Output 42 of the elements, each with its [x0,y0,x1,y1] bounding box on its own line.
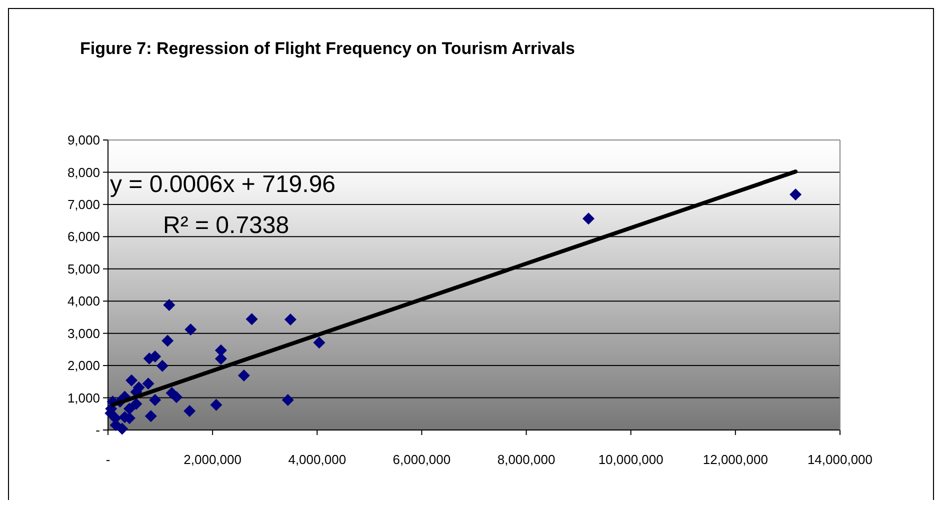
x-tick-label: 2,000,000 [184,452,242,467]
annotation: R² = 0.7338 [163,212,290,239]
point [144,410,157,422]
point [313,336,326,349]
point [184,323,197,336]
point [162,334,174,347]
point [184,404,196,417]
point [246,313,258,326]
y-tick-label: 4,000 [67,294,100,309]
point [123,402,136,415]
y-tick-label: 2,000 [67,358,100,374]
x-tick-label: 6,000,000 [392,452,451,467]
x-tick-label: - [106,452,110,467]
point [130,398,142,410]
point [582,212,595,225]
point [284,313,296,326]
y-tick-label: - [96,422,100,438]
point [126,374,138,386]
point [163,298,176,311]
point [214,344,227,356]
y-tick-label: 9,000 [67,132,100,148]
point [166,386,178,399]
y-tick-label: 1,000 [67,390,100,406]
y-tick-label: 6,000 [67,229,100,244]
y-tick-label: 8,000 [67,164,100,180]
x-tick-label: 4,000,000 [288,452,346,467]
point [142,378,154,390]
x-tick-label: 12,000,000 [702,452,768,467]
y-tick-label: 3,000 [67,326,100,341]
point [790,188,802,200]
point [149,394,162,406]
y-tick-label: 5,000 [67,261,100,276]
point [282,394,294,406]
point [210,398,222,411]
chart-title: Figure 7: Regression of Flight Frequency on Tourism Arrivals [80,39,575,58]
annotation: y = 0.0006x + 719.96 [110,171,336,198]
point [156,360,168,372]
y-tick-label: 7,000 [67,196,100,212]
x-tick-label: 8,000,000 [497,452,556,467]
x-tick-label: 14,000,000 [807,452,873,467]
x-tick-label: 10,000,000 [598,452,664,467]
point [238,370,250,382]
